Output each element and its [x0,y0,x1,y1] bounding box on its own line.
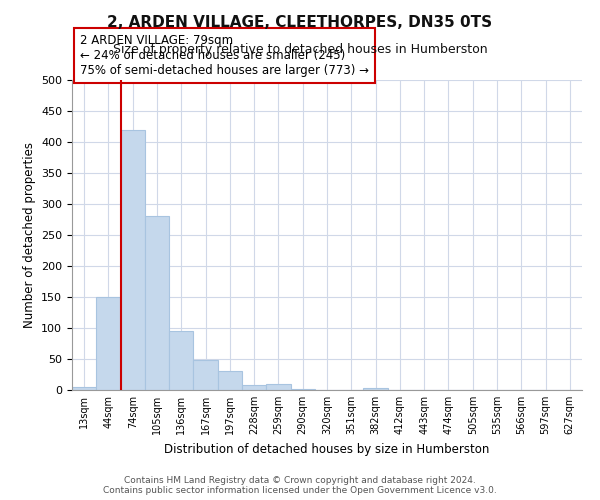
Bar [266,384,290,390]
Bar [169,331,193,390]
Y-axis label: Number of detached properties: Number of detached properties [23,142,35,328]
Bar [121,130,145,390]
Bar [193,360,218,390]
Bar [218,372,242,390]
Bar [96,297,121,390]
Bar [72,387,96,390]
Text: Size of property relative to detached houses in Humberston: Size of property relative to detached ho… [113,42,487,56]
Text: 2, ARDEN VILLAGE, CLEETHORPES, DN35 0TS: 2, ARDEN VILLAGE, CLEETHORPES, DN35 0TS [107,15,493,30]
Bar [145,216,169,390]
Text: 2 ARDEN VILLAGE: 79sqm
← 24% of detached houses are smaller (245)
75% of semi-de: 2 ARDEN VILLAGE: 79sqm ← 24% of detached… [80,34,368,77]
X-axis label: Distribution of detached houses by size in Humberston: Distribution of detached houses by size … [164,442,490,456]
Bar [242,385,266,390]
Bar [364,388,388,390]
Text: Contains HM Land Registry data © Crown copyright and database right 2024.
Contai: Contains HM Land Registry data © Crown c… [103,476,497,495]
